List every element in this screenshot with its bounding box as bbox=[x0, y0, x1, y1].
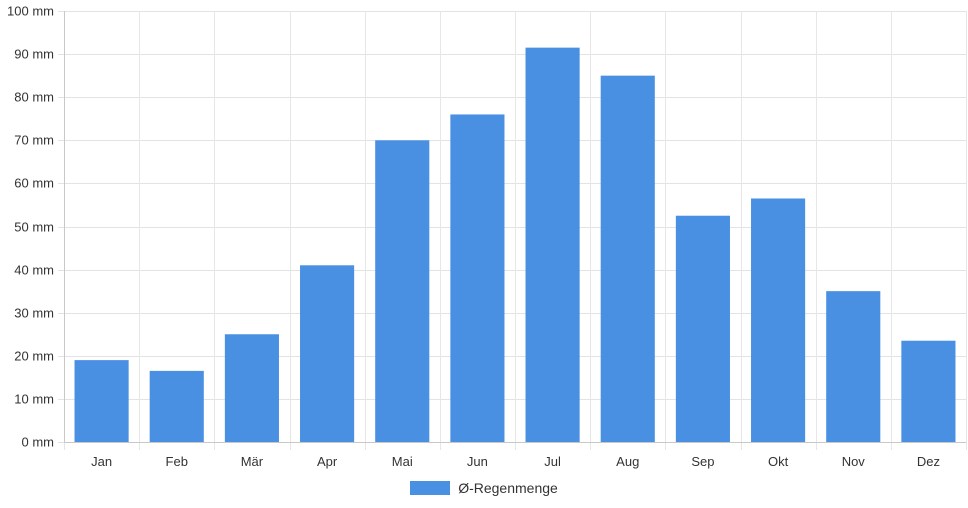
x-tick-label: Aug bbox=[616, 454, 639, 469]
bars bbox=[74, 47, 956, 443]
x-tick-label: Mär bbox=[241, 454, 264, 469]
x-tick-label: Feb bbox=[166, 454, 188, 469]
bar[interactable] bbox=[826, 291, 881, 442]
y-tick-label: 90 mm bbox=[14, 47, 54, 62]
x-tick-label: Okt bbox=[768, 454, 789, 469]
x-tick-label: Jan bbox=[91, 454, 112, 469]
bar[interactable] bbox=[450, 114, 505, 442]
x-tick-label: Sep bbox=[691, 454, 714, 469]
bar[interactable] bbox=[74, 360, 129, 442]
bar[interactable] bbox=[300, 265, 355, 442]
x-tick-label: Jul bbox=[544, 454, 561, 469]
axes bbox=[64, 11, 966, 443]
y-tick-label: 40 mm bbox=[14, 263, 54, 278]
y-tick-label: 100 mm bbox=[7, 4, 54, 19]
y-tick-label: 50 mm bbox=[14, 220, 54, 235]
y-tick-label: 30 mm bbox=[14, 306, 54, 321]
bar[interactable] bbox=[525, 47, 580, 442]
legend-label: Ø-Regenmenge bbox=[458, 480, 558, 496]
y-tick-label: 10 mm bbox=[14, 392, 54, 407]
y-tick-label: 80 mm bbox=[14, 90, 54, 105]
bar[interactable] bbox=[224, 334, 279, 442]
x-tick-label: Dez bbox=[917, 454, 940, 469]
x-tick-label: Jun bbox=[467, 454, 488, 469]
legend: Ø-Regenmenge bbox=[0, 480, 968, 496]
y-tick-label: 20 mm bbox=[14, 349, 54, 364]
x-tick-label: Nov bbox=[842, 454, 866, 469]
y-tick-labels: 0 mm 10 mm 20 mm 30 mm 40 mm 50 mm 60 mm 70 mm 8… bbox=[7, 4, 54, 450]
y-tick-label: 60 mm bbox=[14, 176, 54, 191]
bar[interactable] bbox=[675, 215, 730, 442]
legend-swatch bbox=[410, 481, 451, 495]
rainfall-bar-chart: 0 mm 10 mm 20 mm 30 mm 40 mm 50 mm 60 mm 70 mm 8… bbox=[7, 4, 967, 469]
y-tick-label: 0 mm bbox=[22, 435, 55, 450]
x-tick-label: Mai bbox=[392, 454, 413, 469]
x-tick-label: Apr bbox=[317, 454, 338, 469]
bar[interactable] bbox=[149, 370, 204, 442]
bar[interactable] bbox=[375, 140, 430, 443]
y-tick-label: 70 mm bbox=[14, 133, 54, 148]
bar[interactable] bbox=[600, 75, 655, 443]
bar[interactable] bbox=[901, 340, 956, 442]
x-tick-labels: Jan Feb Mär Apr Mai Jun Jul Aug Sep Okt Nov Dez bbox=[91, 454, 940, 469]
bar[interactable] bbox=[751, 198, 806, 442]
